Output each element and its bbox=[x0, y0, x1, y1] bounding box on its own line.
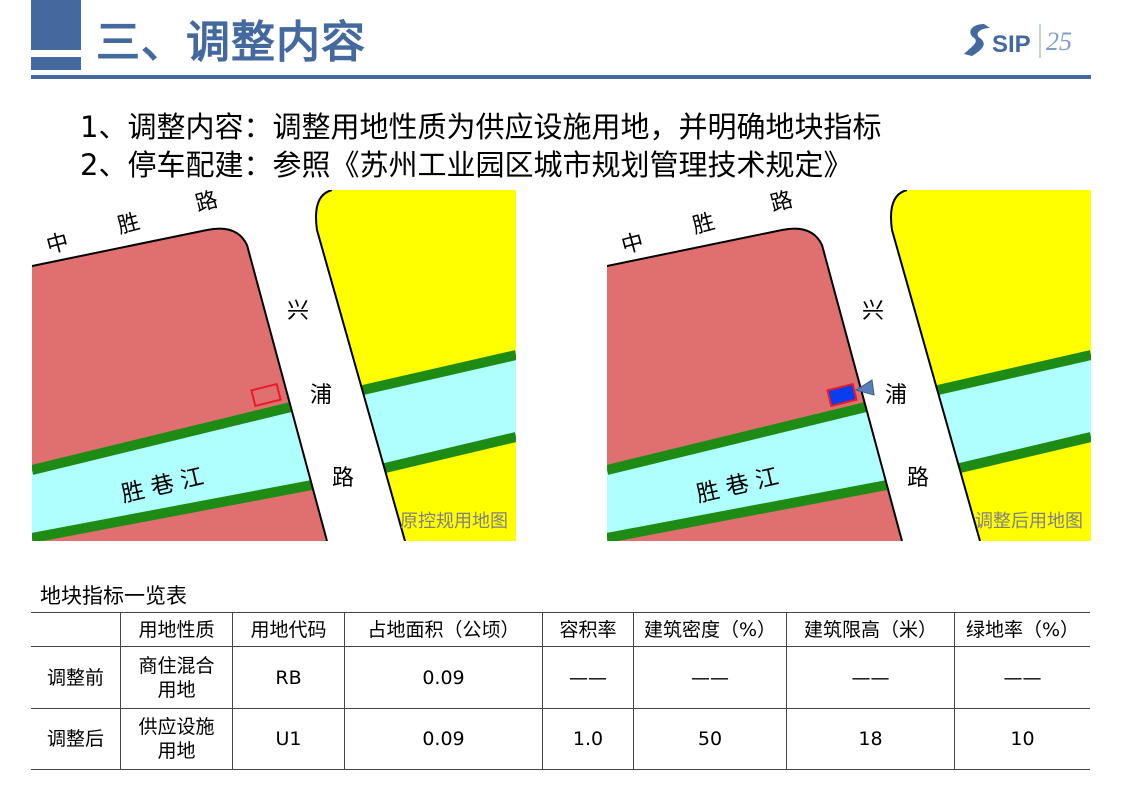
header-cell: 建筑限高（米） bbox=[786, 612, 955, 647]
table-cell: 10 bbox=[954, 708, 1090, 770]
table-cell: —— bbox=[954, 646, 1090, 709]
header-cell: 建筑密度（%） bbox=[633, 612, 787, 647]
header-bar bbox=[31, 57, 81, 70]
table-cell: 供应设施 用地 bbox=[120, 708, 233, 770]
table-cell: U1 bbox=[232, 708, 345, 770]
table-header-row: 用地性质 用地代码 占地面积（公顷） 容积率 建筑密度（%） 建筑限高（米） 绿… bbox=[31, 612, 1090, 647]
table-row: 调整前 商住混合 用地 RB 0.09 —— —— —— —— bbox=[31, 646, 1090, 709]
road-label: 浦 bbox=[310, 383, 333, 408]
svg-text:25: 25 bbox=[1046, 27, 1072, 56]
map-after: 中 胜 路 兴 浦 路 胜 巷 江 调整后用地图 bbox=[607, 190, 1091, 541]
bullet-2: 2、停车配建：参照《苏州工业园区城市规划管理技术规定》 bbox=[80, 148, 853, 182]
table-cell: RB bbox=[232, 646, 345, 709]
table-cell: —— bbox=[633, 646, 787, 709]
table-title: 地块指标一览表 bbox=[40, 584, 187, 608]
table-cell: 1.0 bbox=[542, 708, 634, 770]
header-cell: 用地代码 bbox=[232, 612, 345, 647]
table-cell: —— bbox=[542, 646, 634, 709]
table-cell: —— bbox=[786, 646, 955, 709]
table-row: 调整后 供应设施 用地 U1 0.09 1.0 50 18 10 bbox=[31, 708, 1090, 770]
header-cell bbox=[31, 612, 121, 647]
site-marker bbox=[250, 382, 282, 408]
map-caption: 调整后用地图 bbox=[975, 511, 1083, 532]
header-cell: 用地性质 bbox=[120, 612, 233, 647]
river-west bbox=[607, 407, 887, 538]
header-cell: 绿地率（%） bbox=[954, 612, 1090, 647]
svg-text:SIP: SIP bbox=[992, 31, 1031, 58]
road-label: 浦 bbox=[885, 383, 908, 408]
page-title: 三、调整内容 bbox=[96, 17, 366, 68]
table-cell: 0.09 bbox=[344, 646, 543, 709]
pointer-arrow-icon bbox=[854, 379, 875, 396]
map-before: 中 胜 路 兴 浦 路 胜 巷 江 原控规用地图 bbox=[32, 190, 516, 541]
sip-logo: SIP 25 bbox=[964, 24, 1072, 58]
table-cell: 50 bbox=[633, 708, 787, 770]
road-label: 路 bbox=[332, 466, 355, 491]
table-cell: 调整后 bbox=[31, 708, 121, 770]
road-label: 兴 bbox=[862, 299, 885, 324]
table-cell: 商住混合 用地 bbox=[120, 646, 233, 709]
bullet-1: 1、调整内容：调整用地性质为供应设施用地，并明确地块指标 bbox=[80, 110, 882, 144]
table-cell: 18 bbox=[786, 708, 955, 770]
header-divider bbox=[31, 75, 1091, 79]
table-cell: 0.09 bbox=[344, 708, 543, 770]
table-cell: 调整前 bbox=[31, 646, 121, 709]
site-marker bbox=[826, 382, 858, 408]
header-square bbox=[31, 0, 81, 50]
header-cell: 容积率 bbox=[542, 612, 634, 647]
river-west bbox=[32, 407, 312, 538]
road-label: 兴 bbox=[287, 299, 310, 324]
map-caption: 原控规用地图 bbox=[400, 511, 508, 532]
header-cell: 占地面积（公顷） bbox=[344, 612, 543, 647]
road-label: 路 bbox=[907, 466, 930, 491]
indicator-table: 用地性质 用地代码 占地面积（公顷） 容积率 建筑密度（%） 建筑限高（米） 绿… bbox=[31, 612, 1090, 770]
